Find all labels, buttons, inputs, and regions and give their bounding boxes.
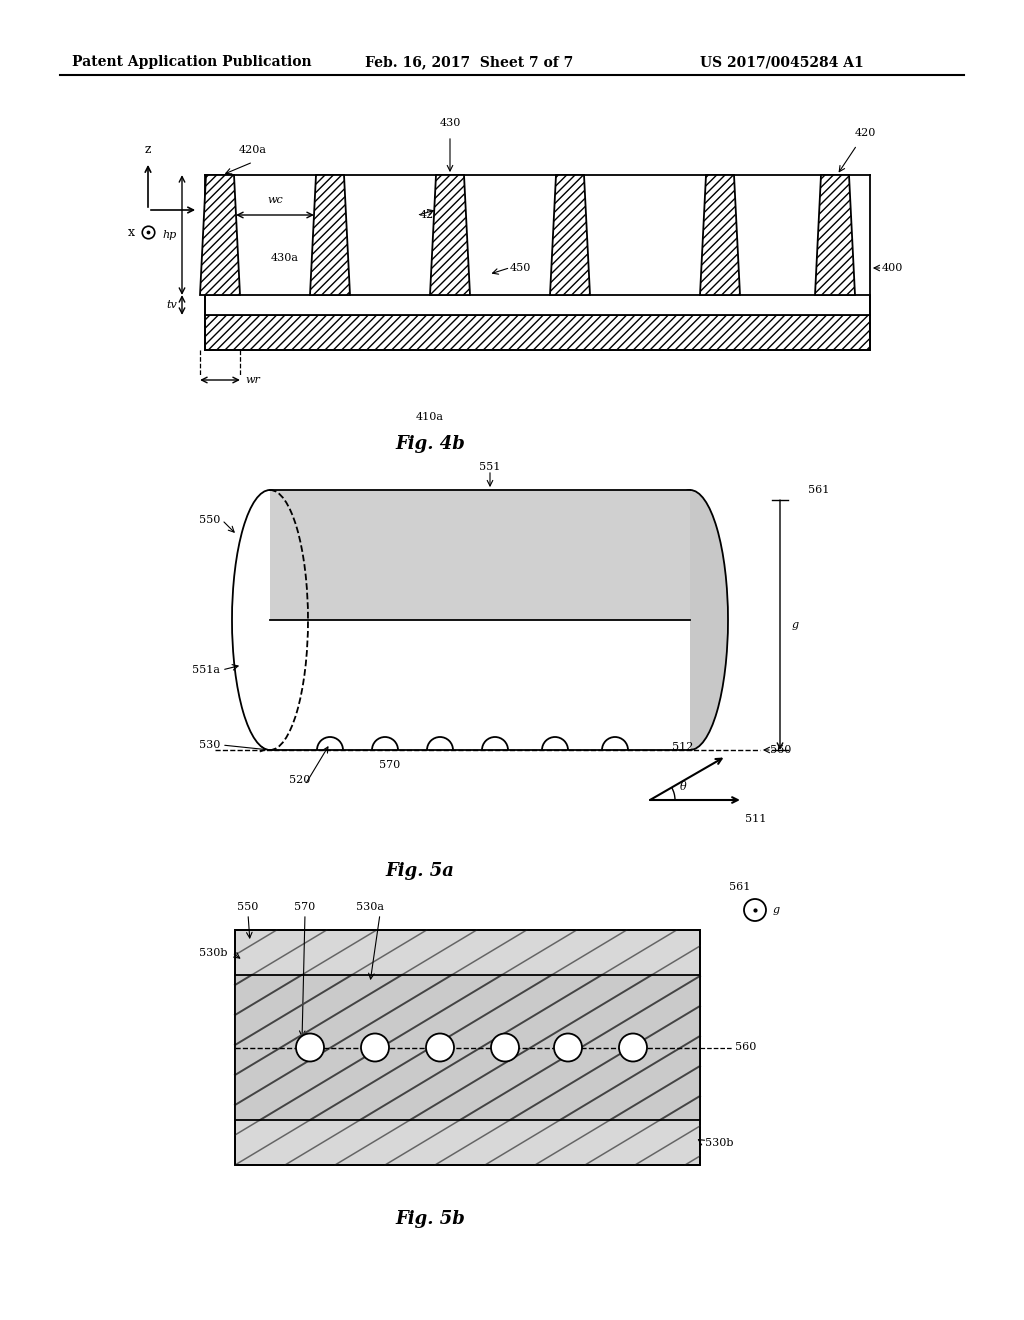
Text: 430a: 430a	[271, 253, 299, 263]
Text: Fig. 5a: Fig. 5a	[386, 862, 455, 880]
Text: 530b: 530b	[199, 948, 227, 957]
Text: 400: 400	[882, 263, 903, 273]
Text: 570: 570	[294, 902, 315, 912]
Bar	[234, 975, 700, 1119]
Text: 450: 450	[510, 263, 531, 273]
Text: 560: 560	[770, 744, 792, 755]
Text: θ: θ	[680, 781, 687, 792]
Circle shape	[744, 899, 766, 921]
Circle shape	[296, 1034, 324, 1061]
Text: Fig. 5b: Fig. 5b	[395, 1210, 465, 1228]
Text: 420: 420	[855, 128, 877, 139]
Text: 560: 560	[735, 1043, 757, 1052]
Circle shape	[426, 1034, 454, 1061]
Text: x: x	[128, 226, 135, 239]
Text: 551a: 551a	[193, 665, 220, 675]
Polygon shape	[430, 176, 470, 294]
Circle shape	[618, 1034, 647, 1061]
Text: 530: 530	[199, 741, 220, 750]
Text: 430: 430	[439, 117, 461, 128]
Ellipse shape	[652, 490, 728, 750]
Bar	[270, 490, 690, 620]
Text: 570: 570	[379, 760, 400, 770]
Text: 420b: 420b	[420, 210, 449, 220]
Text: y: y	[203, 203, 210, 216]
Polygon shape	[550, 176, 590, 294]
Text: 512: 512	[672, 742, 693, 752]
Circle shape	[490, 1034, 519, 1061]
Text: Feb. 16, 2017  Sheet 7 of 7: Feb. 16, 2017 Sheet 7 of 7	[365, 55, 573, 69]
Text: 550: 550	[238, 902, 259, 912]
Bar	[234, 931, 700, 1166]
Text: Patent Application Publication: Patent Application Publication	[72, 55, 311, 69]
Polygon shape	[310, 176, 350, 294]
Bar	[205, 294, 870, 315]
Text: 520: 520	[290, 775, 310, 785]
Text: 561: 561	[729, 882, 751, 892]
Bar	[205, 315, 870, 350]
Circle shape	[554, 1034, 582, 1061]
Polygon shape	[200, 176, 240, 294]
Text: 420a: 420a	[239, 145, 267, 154]
Text: 550: 550	[199, 515, 220, 525]
Text: g: g	[792, 620, 799, 630]
Bar	[205, 176, 870, 350]
Text: wr: wr	[245, 375, 260, 385]
Text: tv: tv	[166, 300, 177, 310]
Circle shape	[361, 1034, 389, 1061]
Bar	[234, 931, 700, 1166]
Text: g: g	[773, 906, 780, 915]
Text: 511: 511	[745, 814, 766, 824]
Text: wc: wc	[267, 195, 283, 205]
Bar	[270, 620, 690, 750]
Text: hp: hp	[163, 230, 177, 240]
Polygon shape	[815, 176, 855, 294]
Polygon shape	[700, 176, 740, 294]
Text: Fig. 4b: Fig. 4b	[395, 436, 465, 453]
Bar	[270, 620, 690, 750]
Text: 561: 561	[808, 484, 829, 495]
Text: 530b: 530b	[705, 1138, 733, 1147]
Text: 410a: 410a	[416, 412, 444, 422]
Text: 551: 551	[479, 462, 501, 473]
Text: 530a: 530a	[356, 902, 384, 912]
Text: z: z	[144, 143, 152, 156]
Text: US 2017/0045284 A1: US 2017/0045284 A1	[700, 55, 864, 69]
